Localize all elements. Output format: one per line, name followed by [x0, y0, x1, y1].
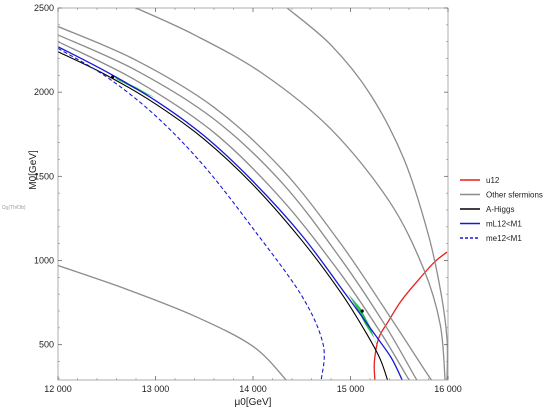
series-line-other-sfermions-6 [58, 264, 287, 380]
legend-label-ml12-m1: mL12<M1 [486, 220, 522, 229]
series-line-other-sfermions-4 [58, 34, 418, 380]
side-note-label: Ωχ(Th/Ob) [2, 205, 26, 211]
x-axis-label: μ0[GeV] [235, 397, 272, 408]
allowed-region-0 [348, 294, 379, 349]
axes: 12 000 13 000 14 000 15 000 16 000 500 1000 150… [2, 3, 462, 408]
legend-label-u12: u12 [486, 176, 500, 185]
series-line-u12-0 [373, 251, 448, 380]
y-tick-label: 1000 [34, 255, 54, 265]
x-tick-label: 15 000 [337, 384, 365, 394]
data-point-0-0 [360, 309, 364, 313]
y-tick-label: 1500 [34, 171, 54, 181]
plot-area [58, 8, 448, 380]
series-line-other-sfermions-5 [58, 41, 410, 380]
x-tick-label: 14 000 [239, 384, 267, 394]
x-tick-label: 13 000 [142, 384, 170, 394]
legend-label-a-higgs: A-Higgs [486, 205, 514, 214]
series-line-other-sfermions-2 [286, 8, 448, 380]
series-line-me12-m1-9 [58, 47, 325, 380]
x-tick-label: 16 000 [434, 384, 462, 394]
y-tick-label: 500 [39, 340, 54, 350]
data-point-0-1 [111, 75, 115, 79]
series-line-other-sfermions-1 [135, 8, 446, 380]
y-tick-label: 2000 [34, 87, 54, 97]
y-tick-label: 2500 [34, 3, 54, 13]
legend-label-me12-m1: me12<M1 [486, 234, 522, 243]
series-line-ml12-m1-8 [58, 46, 403, 380]
series-line-other-sfermions-3 [58, 25, 432, 380]
series-line-a-higgs-7 [58, 51, 389, 380]
y-axis-label: M0[GeV] [28, 150, 39, 190]
legend: u12 Other sfermions A-Higgs mL12<M1 me12<M1 [460, 176, 543, 243]
x-tick-label: 12 000 [44, 384, 72, 394]
legend-label-other-sfermions: Other sfermions [486, 191, 543, 200]
